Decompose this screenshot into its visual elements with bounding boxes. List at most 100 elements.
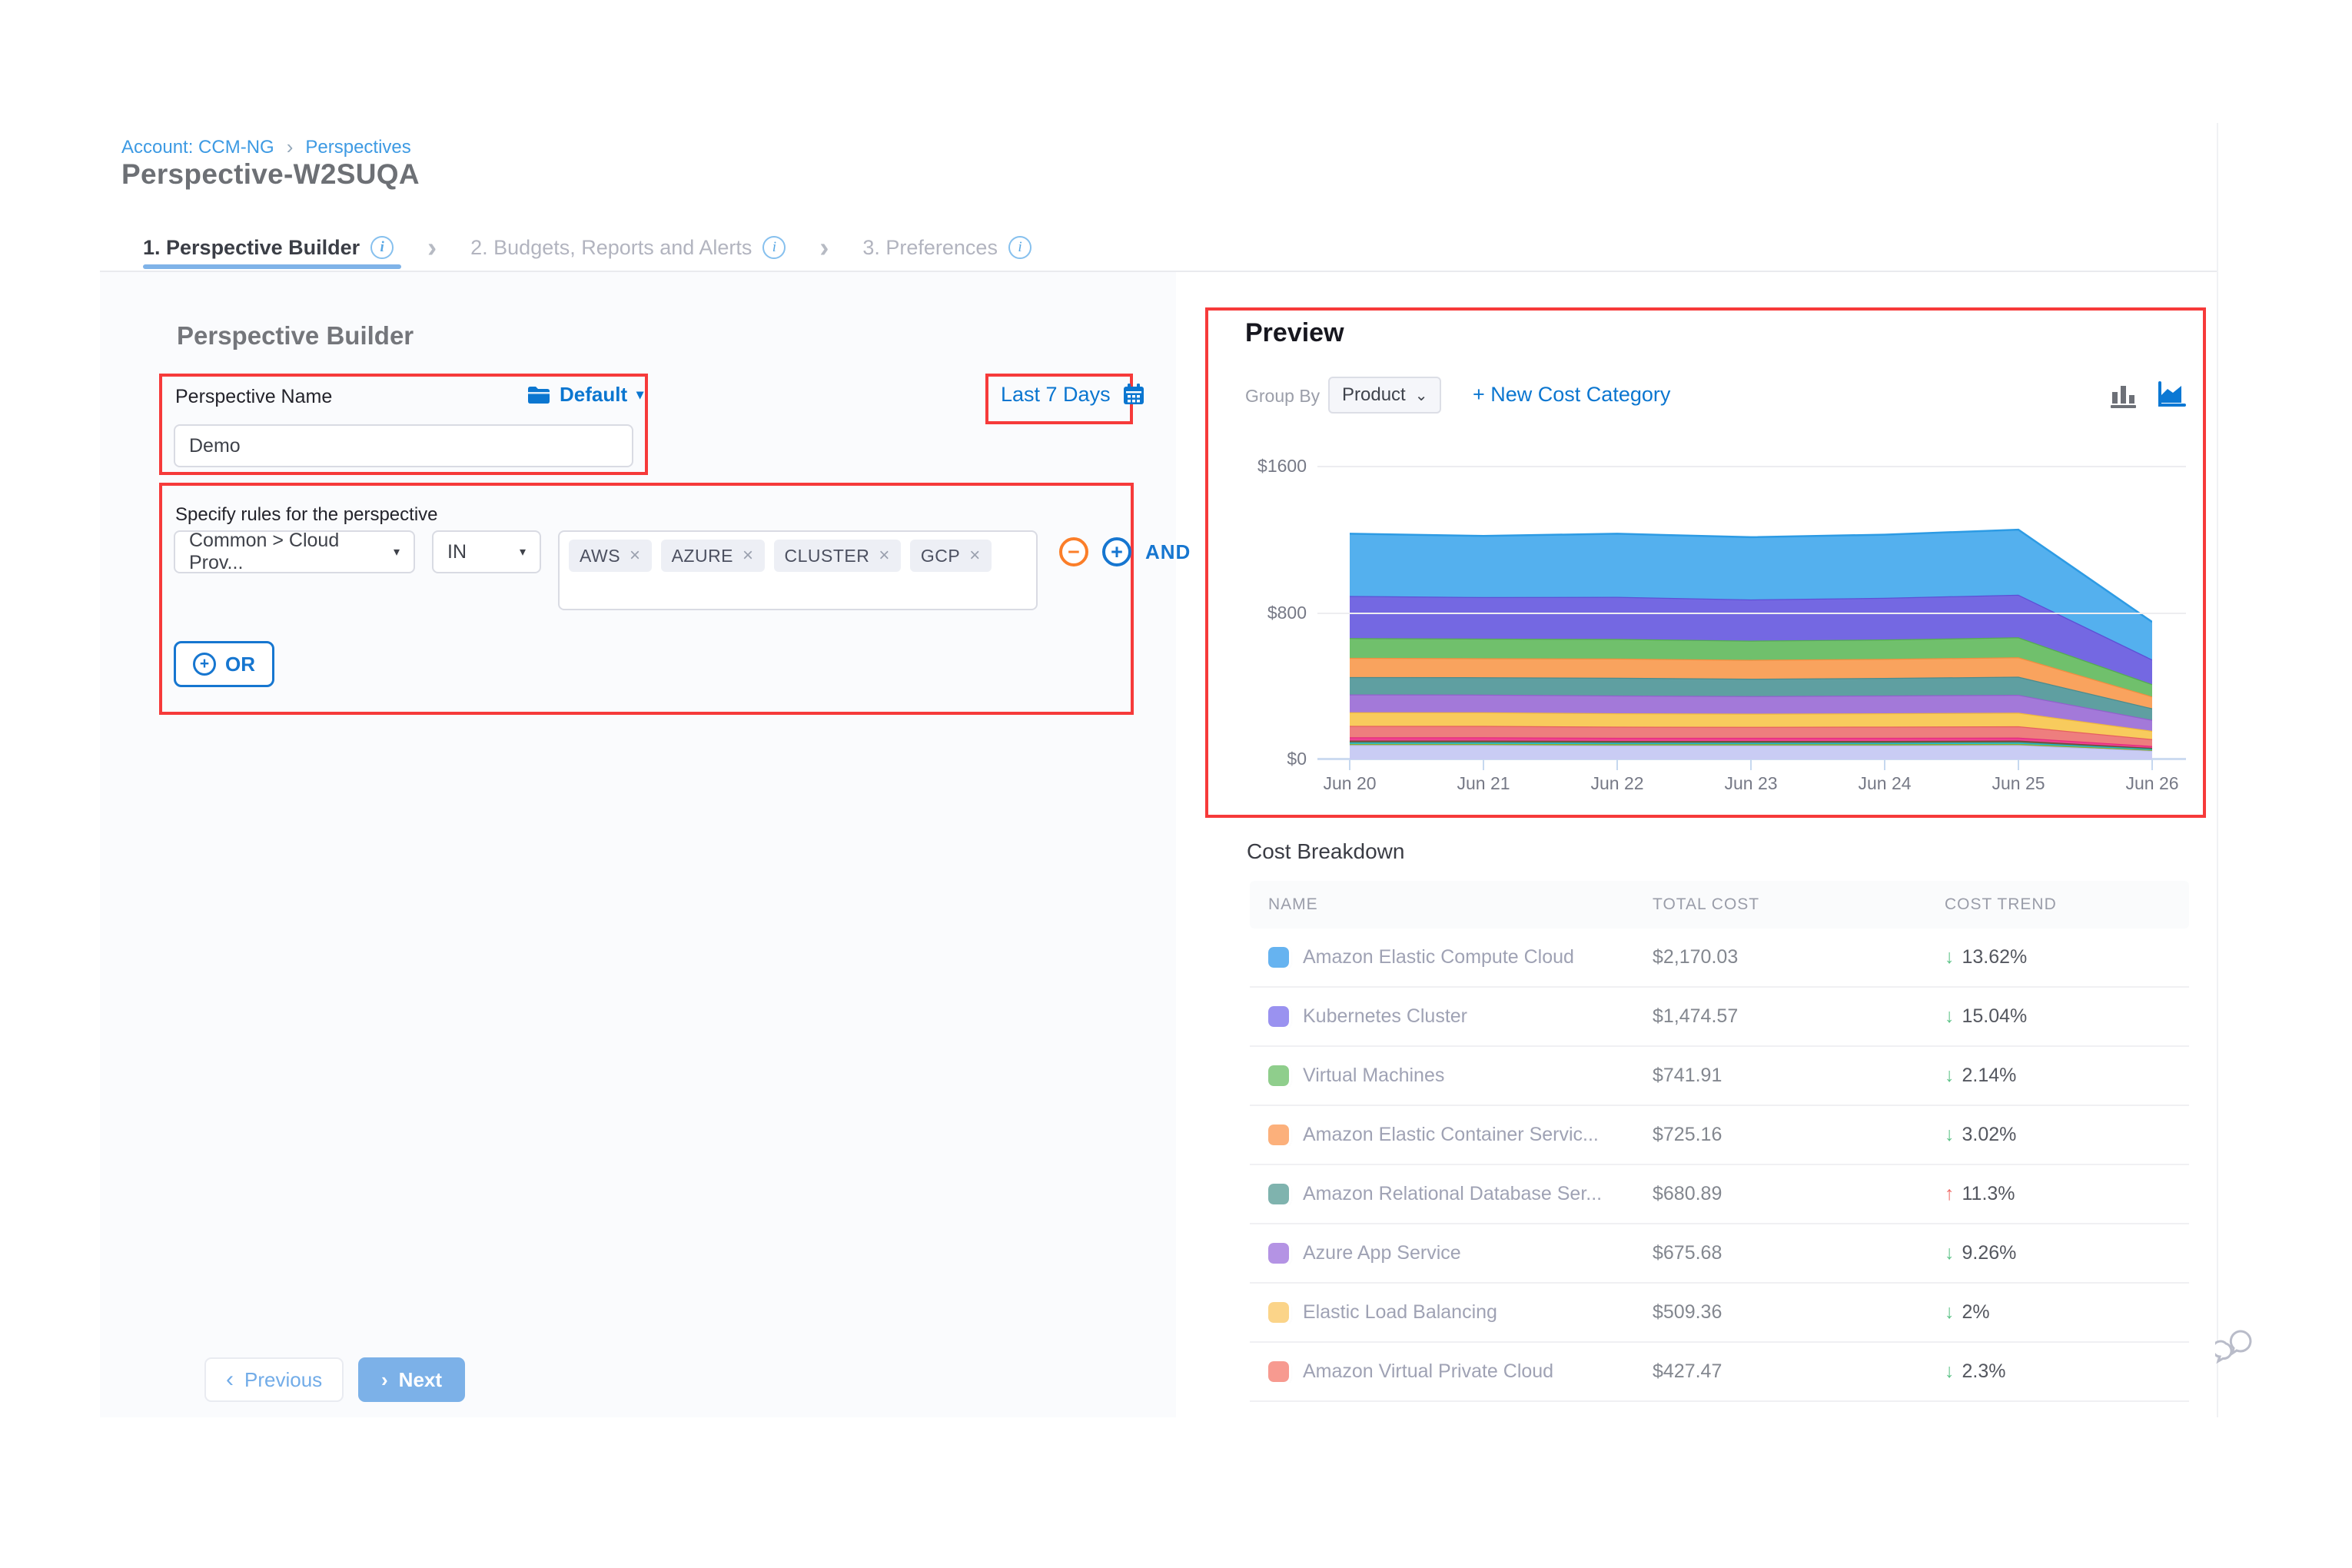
- table-body: Amazon Elastic Compute Cloud $2,170.03 ↓ 13…: [1250, 929, 2189, 1402]
- row-cost-trend: ↓ 15.04%: [1945, 1005, 2171, 1028]
- rule-value-chip[interactable]: CLUSTER ×: [773, 540, 901, 572]
- x-axis-tick: [1483, 759, 1484, 770]
- remove-rule-button[interactable]: −: [1059, 537, 1088, 566]
- cost-breakdown-table: NAME TOTAL COST COST TREND Amazon Elasti…: [1250, 881, 2189, 1402]
- x-axis-tick: [1349, 759, 1350, 770]
- group-by-label: Group By: [1245, 386, 1321, 406]
- area-series-topline: [1350, 528, 2152, 623]
- area-series-others-pink: [1350, 737, 2152, 748]
- rule-value-chip[interactable]: GCP ×: [909, 540, 992, 572]
- breadcrumb-perspectives-link[interactable]: Perspectives: [305, 136, 411, 158]
- series-color-swatch: [1268, 1242, 1291, 1264]
- row-name-cell: Amazon Virtual Private Cloud: [1268, 1360, 1653, 1383]
- caret-down-icon: ▾: [393, 546, 400, 559]
- series-color-swatch: [1268, 1005, 1291, 1028]
- area-chart-icon[interactable]: [2157, 380, 2188, 410]
- row-name-cell: Elastic Load Balancing: [1268, 1301, 1653, 1324]
- next-button-label: Next: [398, 1367, 443, 1391]
- folder-icon: [528, 386, 550, 404]
- rule-operator-dropdown[interactable]: IN ▾: [432, 530, 541, 573]
- row-name-label: Amazon Elastic Container Servic...: [1303, 1124, 1599, 1145]
- rule-row: Common > Cloud Prov... ▾ IN ▾ AWS × AZURE ×…: [174, 530, 1191, 610]
- area-series-kubernetes-cluster: [1350, 594, 2152, 685]
- previous-button[interactable]: ‹ Previous: [204, 1357, 344, 1402]
- x-axis-tick-label: Jun 21: [1457, 773, 1510, 793]
- x-axis-tick: [1616, 759, 1618, 770]
- area-series-amazon-elastic-compute-cloud: [1350, 530, 2152, 659]
- bar-chart-icon[interactable]: [2109, 381, 2138, 410]
- add-or-rule-button[interactable]: + OR: [174, 641, 274, 687]
- chip-close-icon[interactable]: ×: [742, 545, 754, 566]
- breadcrumb-account-link[interactable]: Account: CCM-NG: [121, 136, 274, 158]
- add-rule-button[interactable]: +: [1102, 537, 1131, 566]
- column-header-name: NAME: [1268, 895, 1318, 913]
- area-series-others-lavender: [1350, 745, 2152, 759]
- perspective-name-input[interactable]: [174, 424, 633, 467]
- column-header-total-cost: TOTAL COST: [1653, 895, 1760, 913]
- area-series-amazon-elastic-container-service: [1350, 657, 2152, 709]
- rule-values-input[interactable]: AWS × AZURE × CLUSTER × GCP ×: [558, 530, 1038, 610]
- series-color-swatch: [1268, 1065, 1291, 1087]
- rule-value-chip[interactable]: AZURE ×: [660, 540, 765, 572]
- group-by-dropdown[interactable]: Product ⌄: [1328, 377, 1442, 414]
- x-axis-tick: [2151, 759, 2153, 770]
- rule-value-chip[interactable]: AWS ×: [569, 540, 652, 572]
- builder-heading: Perspective Builder: [177, 321, 414, 350]
- x-axis-tick-label: Jun 22: [1590, 773, 1644, 793]
- x-axis-tick-label: Jun 20: [1323, 773, 1377, 793]
- perspective-name-label: Perspective Name: [175, 386, 333, 407]
- rule-actions: − + AND: [1059, 530, 1191, 573]
- tab-perspective-builder[interactable]: 1. Perspective Builder i: [143, 236, 394, 260]
- help-chat-icon[interactable]: [2215, 1327, 2257, 1364]
- area-series-azure-app-service: [1350, 694, 2152, 731]
- folder-selector[interactable]: Default ▾: [527, 383, 643, 407]
- tabs-divider: [100, 271, 2217, 272]
- rule-operator-value: IN: [447, 540, 467, 563]
- row-total-cost: $427.47: [1653, 1360, 1722, 1382]
- chip-close-icon[interactable]: ×: [630, 545, 641, 566]
- table-row: Amazon Relational Database Ser... $680.89…: [1250, 1165, 2189, 1224]
- tab-preferences[interactable]: 3. Preferences i: [862, 236, 1031, 260]
- row-name-cell: Amazon Relational Database Ser...: [1268, 1183, 1653, 1205]
- table-row: Amazon Virtual Private Cloud $427.47 ↓ 2.3%: [1250, 1343, 2189, 1402]
- row-cost-trend: ↓ 2.3%: [1945, 1360, 2171, 1383]
- chip-close-icon[interactable]: ×: [969, 545, 981, 566]
- chip-close-icon[interactable]: ×: [879, 545, 890, 566]
- row-name-label: Elastic Load Balancing: [1303, 1301, 1497, 1323]
- x-axis-tick-label: Jun 24: [1858, 773, 1912, 793]
- series-color-swatch: [1268, 1301, 1291, 1324]
- row-cost-trend: ↑ 11.3%: [1945, 1183, 2171, 1205]
- y-axis-tick-label: $1600: [1257, 456, 1307, 476]
- info-icon[interactable]: i: [762, 236, 786, 259]
- chevron-right-icon: ›: [381, 1367, 388, 1391]
- row-name-cell: Amazon Elastic Compute Cloud: [1268, 946, 1653, 968]
- tab-label: 1. Perspective Builder: [143, 235, 360, 259]
- chip-label: GCP: [920, 545, 961, 566]
- tab-budgets-reports-alerts[interactable]: 2. Budgets, Reports and Alerts i: [470, 236, 786, 260]
- row-name-label: Amazon Elastic Compute Cloud: [1303, 946, 1574, 968]
- rule-field-dropdown[interactable]: Common > Cloud Prov... ▾: [174, 530, 415, 573]
- series-color-swatch: [1268, 946, 1291, 968]
- breadcrumb: Account: CCM-NG › Perspectives: [121, 135, 411, 159]
- info-icon[interactable]: i: [370, 236, 394, 259]
- folder-selector-label: Default: [560, 383, 628, 406]
- x-axis-tick-label: Jun 23: [1724, 773, 1778, 793]
- y-axis-tick-label: $800: [1267, 602, 1307, 623]
- area-series-amazon-relational-database-service: [1350, 676, 2152, 720]
- chart-type-switcher: [2109, 380, 2188, 410]
- row-name-label: Amazon Relational Database Ser...: [1303, 1183, 1603, 1204]
- date-range-selector[interactable]: Last 7 Days: [1001, 382, 1146, 407]
- next-button[interactable]: › Next: [358, 1357, 466, 1402]
- new-cost-category-button[interactable]: + New Cost Category: [1473, 383, 1671, 406]
- group-by-value: Product: [1342, 384, 1406, 405]
- chip-label: AZURE: [671, 545, 734, 566]
- row-name-cell: Virtual Machines: [1268, 1065, 1653, 1087]
- row-name-cell: Kubernetes Cluster: [1268, 1005, 1653, 1028]
- series-color-swatch: [1268, 1124, 1291, 1146]
- plus-circle-icon: +: [193, 653, 216, 676]
- rules-label: Specify rules for the perspective: [175, 504, 438, 525]
- chevron-left-icon: ‹: [226, 1367, 234, 1392]
- trend-percent: 2.14%: [1962, 1065, 2017, 1086]
- info-icon[interactable]: i: [1008, 236, 1031, 259]
